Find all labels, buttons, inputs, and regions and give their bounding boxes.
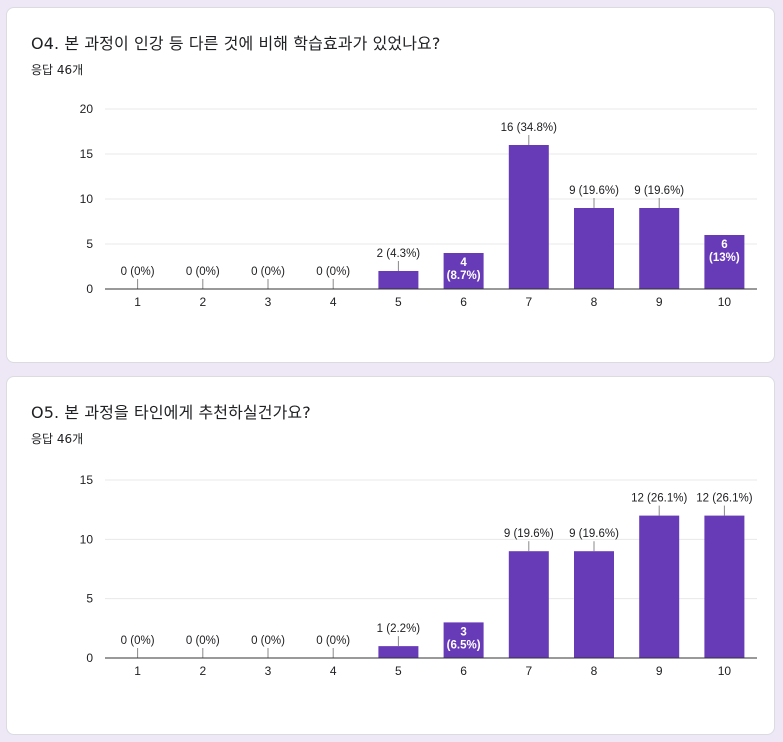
x-tick-label: 8: [591, 295, 598, 309]
y-tick-label: 0: [86, 651, 93, 665]
x-tick-label: 6: [460, 664, 467, 678]
data-label: 0 (0%): [121, 266, 155, 278]
data-label: 0 (0%): [121, 635, 155, 647]
data-label: 9 (19.6%): [634, 185, 684, 197]
y-tick-label: 20: [80, 102, 94, 116]
data-label: 0 (0%): [251, 266, 285, 278]
response-count: 응답 46개: [31, 432, 84, 446]
data-label: 9 (19.6%): [569, 528, 619, 540]
question-title: O4. 본 과정이 인강 등 다른 것에 비해 학습효과가 있었나요?: [31, 34, 441, 53]
question-title: O5. 본 과정을 타인에게 추천하실건가요?: [31, 403, 311, 422]
x-tick-label: 10: [718, 664, 732, 678]
bar: [574, 208, 614, 289]
data-label: 0 (0%): [186, 266, 220, 278]
data-label: 12 (26.1%): [631, 493, 687, 505]
x-tick-label: 10: [718, 295, 732, 309]
question-card-o4: O4. 본 과정이 인강 등 다른 것에 비해 학습효과가 있었나요? 응답 4…: [6, 7, 775, 363]
x-tick-label: 4: [330, 295, 337, 309]
x-tick-label: 1: [134, 295, 141, 309]
y-tick-label: 15: [80, 147, 94, 161]
data-label: 1 (2.2%): [377, 623, 421, 635]
data-label: 9 (19.6%): [569, 185, 619, 197]
bar-chart-o5: 0 5 10 15 0 (0%) 1 0 (0%) 2 0 (0%) 3 0 (0%) 4 1 (2.2…: [80, 473, 757, 678]
x-tick-label: 9: [656, 295, 663, 309]
question-card-o5: O5. 본 과정을 타인에게 추천하실건가요? 응답 46개 0 5 10 15 0 (…: [6, 376, 775, 735]
y-tick-label: 10: [80, 532, 94, 546]
bar: [704, 235, 745, 289]
bar-chart-o4: 0 5 10 15 20 0 (0%) 1 0 (0%) 2 0 (0%) 3 0 (0%) 4 2 (4…: [80, 102, 757, 309]
data-label: 0 (0%): [316, 266, 350, 278]
bar: [574, 551, 614, 658]
data-label: 0 (0%): [186, 635, 220, 647]
y-tick-label: 0: [86, 282, 93, 296]
bar: [378, 646, 419, 658]
x-tick-label: 1: [134, 664, 141, 678]
data-label: 2 (4.3%): [377, 248, 421, 260]
x-tick-label: 3: [265, 664, 272, 678]
bar: [639, 208, 680, 289]
response-count: 응답 46개: [31, 63, 84, 77]
data-label: 9 (19.6%): [504, 528, 554, 540]
y-tick-label: 5: [86, 592, 93, 606]
bar: [443, 622, 484, 658]
x-tick-label: 2: [199, 664, 206, 678]
bar: [508, 145, 549, 289]
x-tick-label: 2: [199, 295, 206, 309]
data-label: 4 (8.7%): [447, 257, 481, 282]
x-tick-label: 6: [460, 295, 467, 309]
x-tick-label: 3: [265, 295, 272, 309]
bar: [704, 515, 745, 658]
bar: [443, 253, 484, 289]
data-label: 6 (13%): [709, 239, 740, 264]
y-tick-label: 10: [80, 192, 94, 206]
data-label: 0 (0%): [251, 635, 285, 647]
y-tick-label: 15: [80, 473, 94, 487]
x-tick-label: 7: [525, 664, 532, 678]
bar: [508, 551, 549, 658]
x-tick-label: 5: [395, 664, 402, 678]
x-tick-label: 9: [656, 664, 663, 678]
y-tick-label: 5: [86, 237, 93, 251]
x-tick-label: 4: [330, 664, 337, 678]
data-label: 16 (34.8%): [501, 122, 557, 134]
x-tick-label: 5: [395, 295, 402, 309]
data-label: 3 (6.5%): [447, 626, 481, 651]
bar: [639, 515, 680, 658]
x-tick-label: 7: [525, 295, 532, 309]
x-tick-label: 8: [591, 664, 598, 678]
bar: [378, 271, 419, 289]
data-label: 0 (0%): [316, 635, 350, 647]
data-label: 12 (26.1%): [696, 493, 752, 505]
